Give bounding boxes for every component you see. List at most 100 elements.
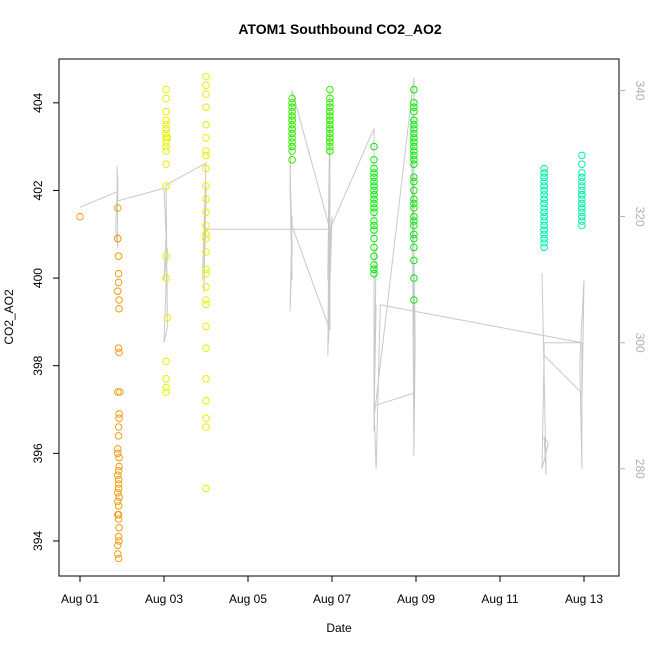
data-point	[115, 414, 123, 423]
data-point	[202, 90, 210, 98]
data-point	[540, 169, 548, 177]
data-point	[202, 296, 210, 304]
data-point	[115, 304, 123, 313]
data-point	[162, 252, 170, 261]
data-point	[114, 252, 123, 261]
data-point	[162, 375, 170, 383]
x-tick-label: Aug 01	[61, 592, 99, 606]
data-point	[114, 550, 122, 558]
data-point	[578, 191, 586, 199]
data-point	[540, 164, 548, 173]
data-point	[410, 107, 418, 116]
data-point	[114, 432, 123, 440]
data-point	[326, 85, 334, 94]
secondary-y-axis: 280 300 320 340	[619, 81, 647, 479]
data-point	[540, 234, 548, 243]
data-point	[115, 348, 123, 357]
data-point	[410, 99, 418, 107]
data-point	[410, 199, 418, 208]
data-point	[202, 322, 210, 331]
data-point	[410, 173, 418, 182]
data-point	[76, 212, 84, 221]
data-point	[115, 537, 123, 545]
data-point	[410, 116, 418, 125]
data-point	[114, 344, 123, 353]
data-point	[202, 414, 210, 423]
data-point	[202, 248, 210, 256]
data-point	[540, 212, 548, 221]
data-point	[115, 453, 123, 462]
data-point	[410, 147, 418, 155]
data-point	[370, 195, 378, 203]
data-point	[370, 199, 378, 208]
x-tick-label: Aug 13	[565, 592, 603, 606]
data-point	[114, 489, 122, 497]
data-point	[202, 230, 210, 239]
data-point	[202, 396, 210, 405]
data-point	[370, 208, 378, 217]
x-tick-label: Aug 11	[481, 592, 518, 606]
data-point	[202, 221, 210, 230]
data-point	[326, 107, 334, 116]
y-axis: 394 396 398 400 402 404	[31, 92, 59, 551]
data-point	[578, 173, 586, 182]
data-point	[410, 138, 418, 146]
data-point	[202, 300, 210, 309]
data-point	[288, 116, 296, 125]
data-point	[114, 541, 122, 550]
data-point	[370, 226, 378, 234]
data-point	[114, 502, 123, 510]
data-point	[114, 480, 123, 488]
data-point	[114, 515, 123, 523]
data-point	[288, 125, 296, 133]
data-point	[540, 173, 548, 182]
data-point	[370, 156, 378, 164]
data-point	[115, 410, 123, 418]
data-point	[162, 134, 170, 142]
data-point	[162, 388, 170, 396]
x-tick-label: Aug 09	[397, 592, 435, 606]
data-point	[288, 94, 296, 103]
data-point	[370, 243, 378, 252]
data-point	[202, 147, 210, 155]
data-point	[578, 217, 586, 225]
x-axis-label: Date	[326, 621, 352, 635]
y2-tick-label: 300	[633, 333, 647, 353]
data-point	[202, 72, 210, 81]
data-point	[115, 493, 123, 501]
data-point	[202, 208, 210, 217]
plot-frame	[58, 58, 620, 577]
data-point	[162, 85, 170, 94]
data-point	[578, 186, 586, 195]
data-point	[162, 147, 170, 155]
data-point	[326, 147, 334, 155]
x-tick-label: Aug 05	[229, 592, 267, 606]
data-point	[114, 278, 123, 287]
y-tick-label: 402	[31, 180, 45, 200]
data-point	[162, 142, 170, 151]
data-point	[410, 103, 418, 111]
data-point	[370, 177, 378, 186]
x-tick-label: Aug 07	[313, 592, 351, 606]
data-point	[540, 226, 548, 234]
data-point	[326, 116, 334, 125]
data-point	[578, 195, 586, 203]
data-point	[370, 169, 378, 177]
data-point	[163, 313, 172, 322]
data-point	[114, 234, 122, 243]
data-point	[202, 164, 210, 173]
data-point	[370, 252, 378, 261]
data-points	[76, 72, 586, 563]
data-point	[370, 182, 378, 190]
data-point	[202, 269, 210, 278]
data-point	[370, 269, 378, 278]
data-point	[578, 160, 586, 168]
data-point	[162, 94, 170, 103]
data-point	[202, 283, 210, 291]
data-point	[370, 217, 378, 225]
data-point	[202, 234, 210, 243]
data-point	[114, 204, 122, 212]
data-point	[288, 112, 296, 120]
data-point	[540, 191, 548, 199]
